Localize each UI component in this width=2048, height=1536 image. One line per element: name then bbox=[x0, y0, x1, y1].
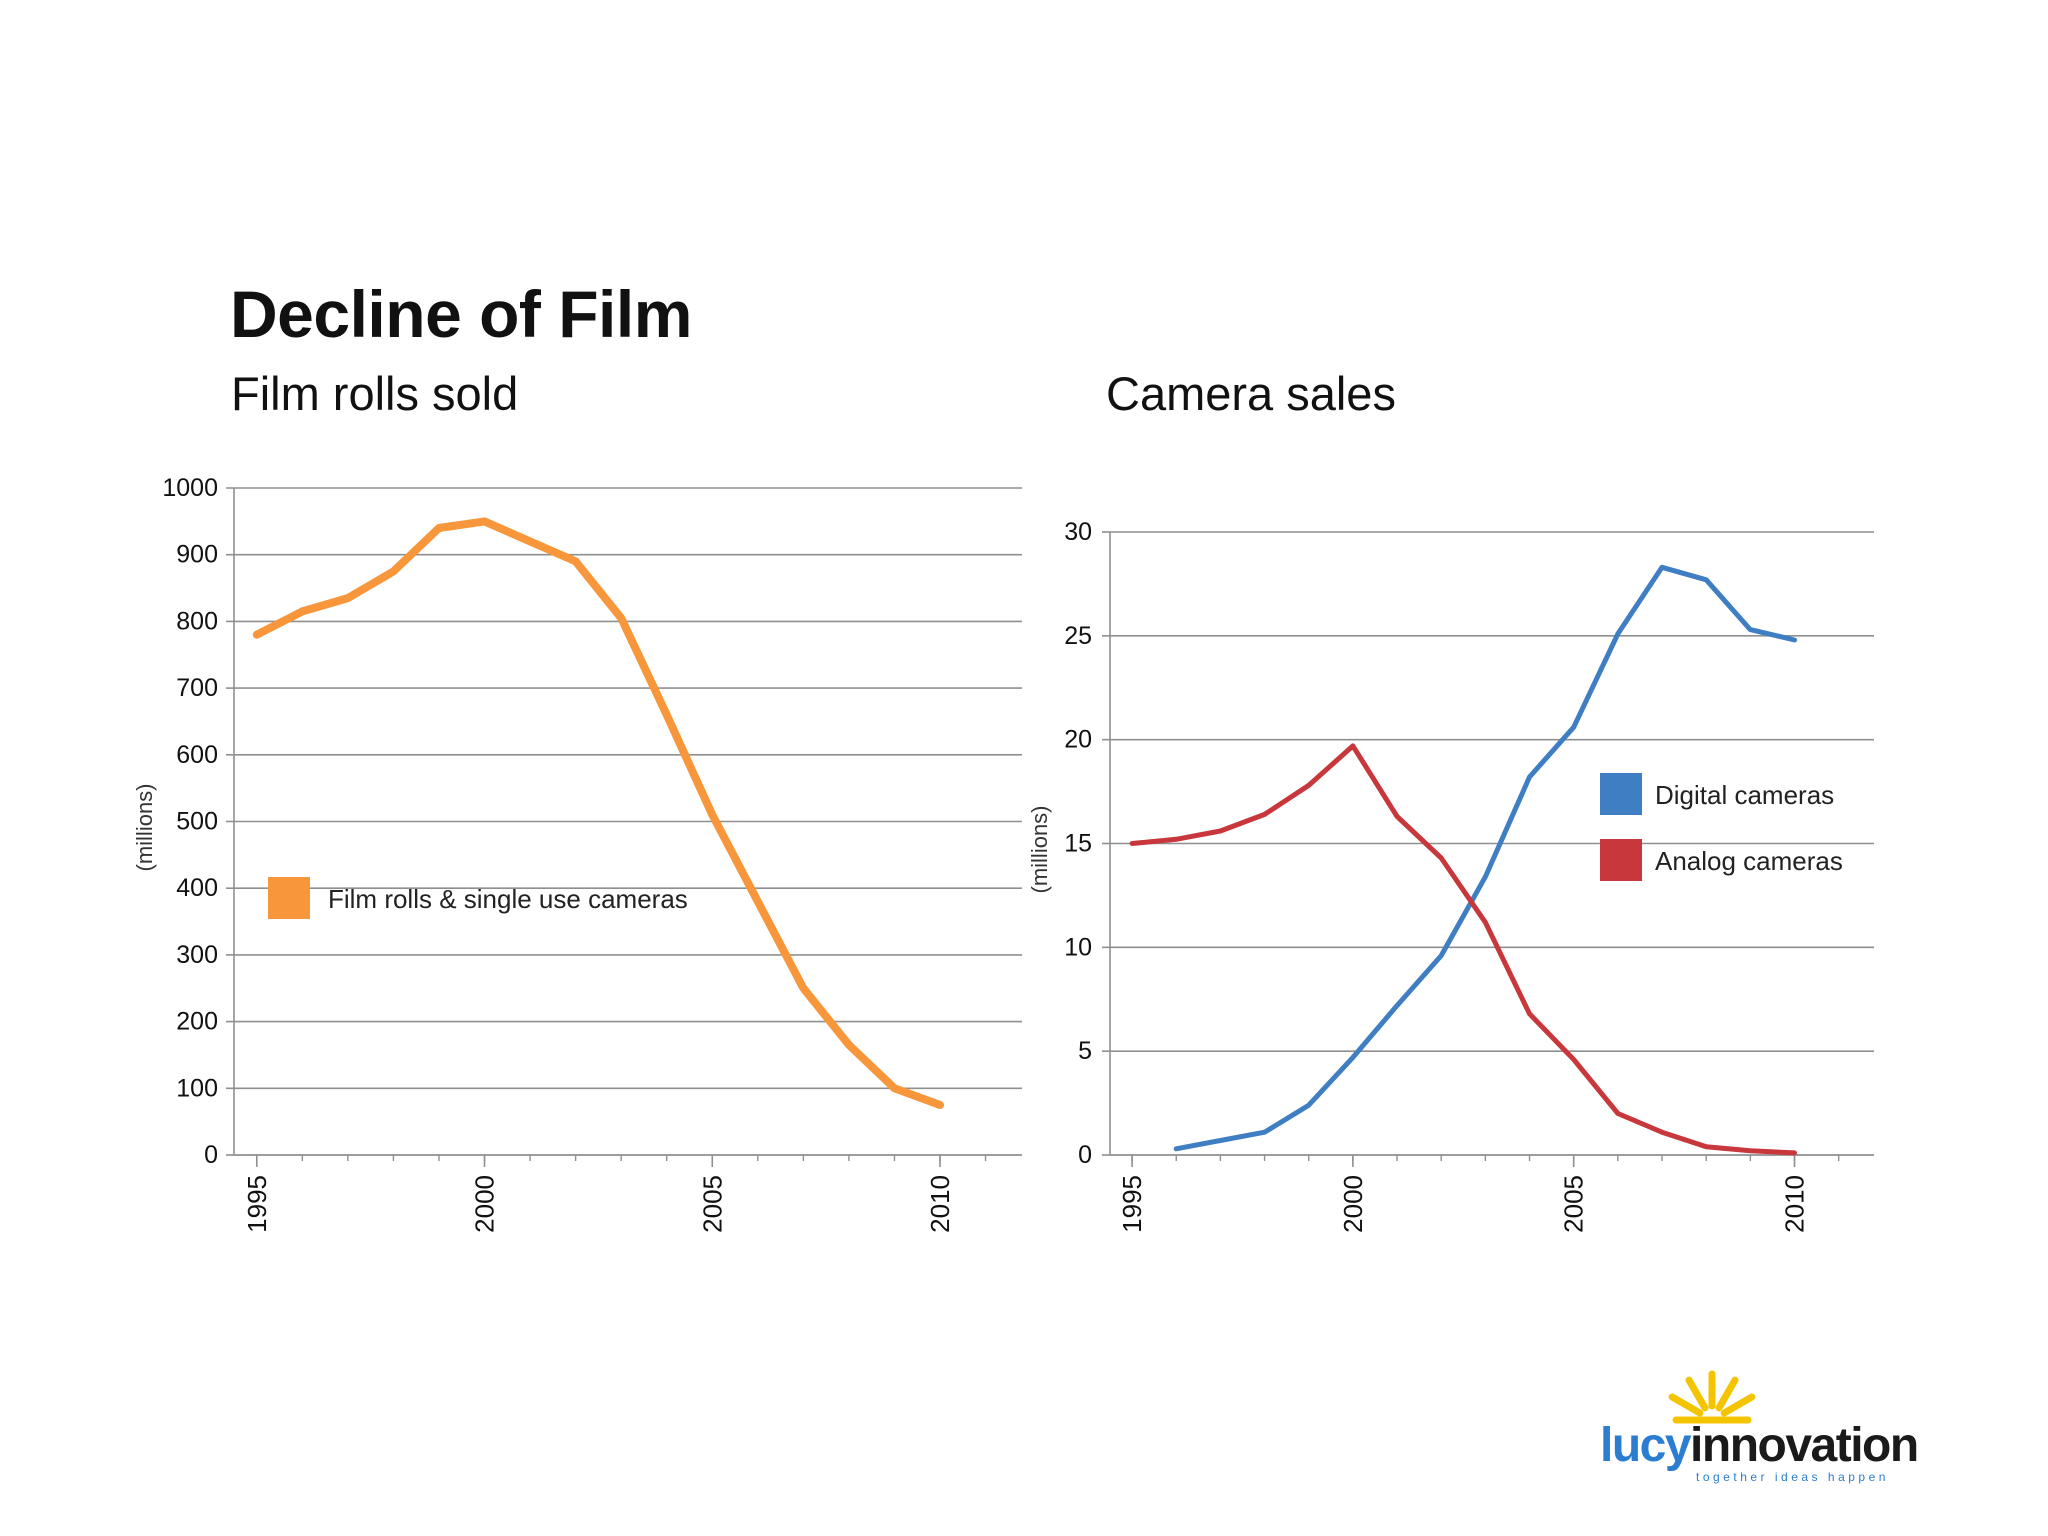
y-tick-label: 25 bbox=[1064, 622, 1092, 650]
legend-swatch bbox=[268, 877, 310, 919]
logo-text-innovation: innovation bbox=[1690, 1419, 1919, 1472]
y-tick-label: 15 bbox=[1064, 830, 1092, 858]
y-tick-label: 5 bbox=[1078, 1037, 1092, 1065]
y-tick-label: 400 bbox=[176, 874, 218, 902]
y-tick-label: 200 bbox=[176, 1008, 218, 1036]
y-tick-label: 0 bbox=[204, 1141, 218, 1169]
logo-tagline: together ideas happen bbox=[1696, 1470, 1889, 1484]
x-tick-label: 2000 bbox=[470, 1175, 500, 1233]
film-chart: 0 100 200 300 400 500 600 700 800 900 1000 1995 2000… bbox=[132, 474, 1022, 1233]
x-tick-label: 2000 bbox=[1338, 1175, 1368, 1233]
x-tick-label: 2010 bbox=[1780, 1175, 1810, 1233]
y-tick-label: 20 bbox=[1064, 726, 1092, 754]
series-line-film-rolls-single-use-cameras bbox=[252, 517, 944, 1109]
x-tick-label: 1995 bbox=[242, 1175, 272, 1233]
cameras-chart: 0 5 10 15 20 25 30 1995 2000 2005 2010 (millions) Di… bbox=[1027, 518, 1874, 1233]
y-tick-label: 500 bbox=[176, 808, 218, 836]
x-tick-label: 2010 bbox=[925, 1175, 955, 1233]
legend-label: Analog cameras bbox=[1655, 846, 1843, 876]
sun-ray bbox=[1668, 1393, 1704, 1417]
x-tick-label: 2005 bbox=[1559, 1175, 1589, 1233]
sun-ray bbox=[1685, 1376, 1709, 1412]
y-tick-label: 700 bbox=[176, 674, 218, 702]
legend-label: Film rolls & single use cameras bbox=[328, 884, 688, 914]
brand-logo: lucyinnovation together ideas happen bbox=[1600, 1370, 1920, 1484]
y-tick-label: 100 bbox=[176, 1074, 218, 1102]
sun-ray bbox=[1715, 1376, 1739, 1412]
sun-rays-icon bbox=[1668, 1370, 1756, 1424]
y-tick-label: 600 bbox=[176, 741, 218, 769]
x-tick-label: 2005 bbox=[697, 1175, 727, 1233]
legend-swatch bbox=[1600, 839, 1642, 881]
y-tick-label: 0 bbox=[1078, 1141, 1092, 1169]
y-tick-label: 900 bbox=[176, 541, 218, 569]
legend-label: Digital cameras bbox=[1655, 780, 1834, 810]
y-axis-label: (millions) bbox=[1027, 806, 1052, 894]
camera-chart-title: Camera sales bbox=[1106, 367, 1396, 420]
x-tick-label: 1995 bbox=[1117, 1175, 1147, 1233]
logo-text-lucy: lucy bbox=[1600, 1419, 1692, 1472]
y-tick-label: 10 bbox=[1064, 933, 1092, 961]
page-title: Decline of Film bbox=[230, 277, 692, 351]
film-chart-title: Film rolls sold bbox=[231, 367, 519, 420]
series-line-analog-cameras bbox=[1129, 743, 1797, 1156]
y-tick-label: 300 bbox=[176, 941, 218, 969]
legend-swatch bbox=[1600, 773, 1642, 815]
y-axis-label: (millions) bbox=[132, 784, 157, 872]
y-tick-label: 800 bbox=[176, 607, 218, 635]
sun-ray bbox=[1720, 1393, 1756, 1417]
y-tick-label: 1000 bbox=[162, 474, 218, 502]
logo-wordmark: lucyinnovation bbox=[1600, 1418, 1919, 1473]
y-tick-label: 30 bbox=[1064, 518, 1092, 546]
